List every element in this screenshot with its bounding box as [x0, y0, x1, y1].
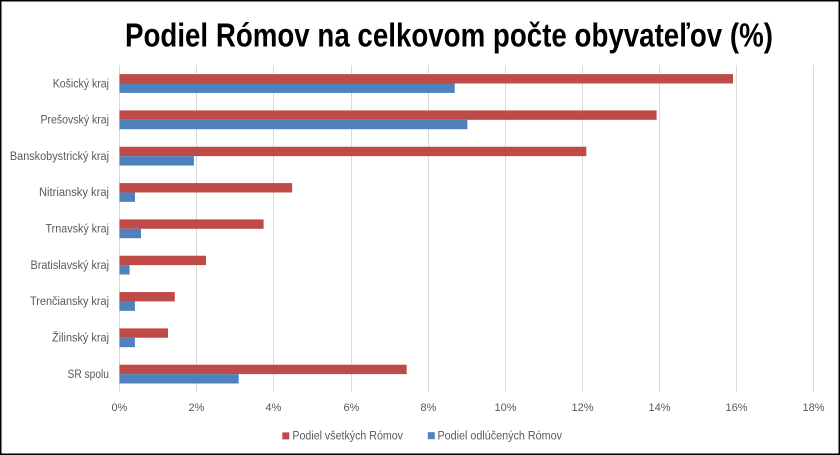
svg-text:SR spolu: SR spolu — [68, 367, 110, 381]
svg-text:10%: 10% — [494, 402, 516, 414]
svg-text:Košický kraj: Košický kraj — [53, 76, 109, 90]
svg-text:Bratislavský kraj: Bratislavský kraj — [31, 258, 110, 272]
svg-text:Banskobystrický kraj: Banskobystrický kraj — [10, 149, 109, 163]
svg-text:8%: 8% — [421, 402, 437, 414]
svg-text:0%: 0% — [112, 402, 128, 414]
svg-text:18%: 18% — [802, 402, 824, 414]
svg-text:14%: 14% — [648, 402, 670, 414]
svg-text:Nitriansky kraj: Nitriansky kraj — [39, 185, 109, 199]
svg-text:6%: 6% — [344, 402, 360, 414]
svg-text:2%: 2% — [189, 402, 205, 414]
svg-text:Podiel Rómov na celkovom počte: Podiel Rómov na celkovom počte obyvateľo… — [125, 17, 773, 54]
svg-text:16%: 16% — [725, 402, 747, 414]
svg-text:Trenčiansky kraj: Trenčiansky kraj — [30, 294, 109, 308]
svg-text:Podiel odlúčených Rómov: Podiel odlúčených Rómov — [438, 428, 563, 442]
svg-text:4%: 4% — [266, 402, 282, 414]
svg-text:Žilinský kraj: Žilinský kraj — [52, 330, 109, 345]
svg-text:Prešovský kraj: Prešovský kraj — [41, 113, 110, 127]
svg-text:12%: 12% — [571, 402, 593, 414]
svg-text:Podiel všetkých Rómov: Podiel všetkých Rómov — [292, 428, 403, 442]
svg-text:Trnavský kraj: Trnavský kraj — [46, 222, 110, 236]
